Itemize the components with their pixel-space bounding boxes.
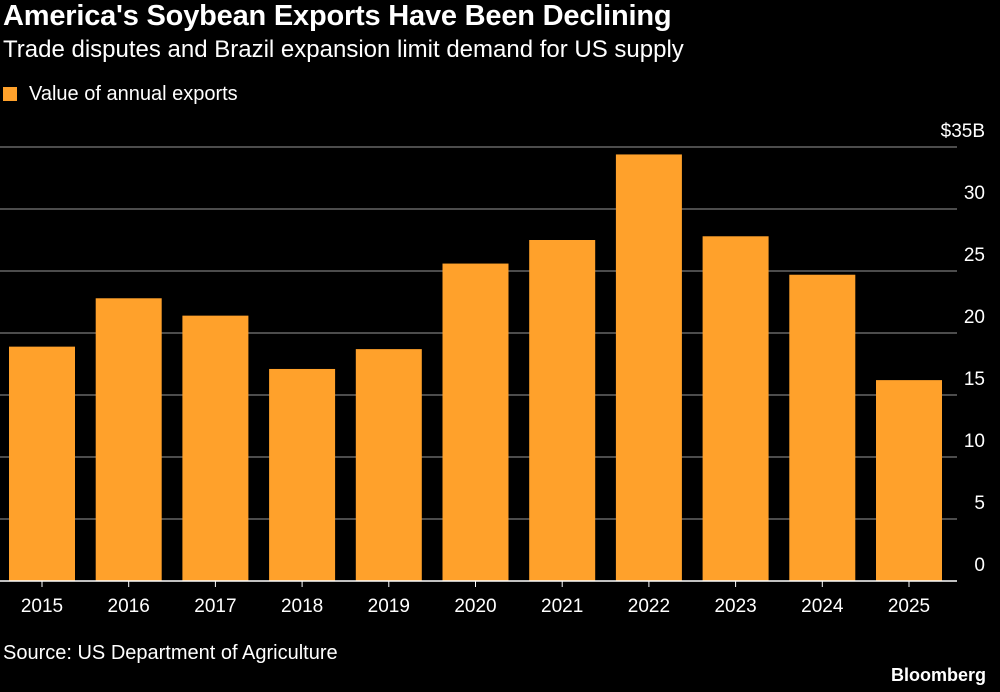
x-tick-label: 2018: [281, 596, 323, 617]
bloomberg-logo: Bloomberg: [890, 665, 986, 685]
y-tick-label: 25: [964, 245, 985, 266]
bar-2015: [9, 346, 75, 581]
y-tick-label: 5: [974, 493, 985, 514]
bar-2021: [529, 240, 596, 581]
bar-2016: [95, 298, 162, 581]
x-tick-label: 2016: [108, 596, 150, 617]
y-tick-label: 30: [964, 183, 985, 204]
bar-2022: [615, 154, 682, 581]
legend-swatch: [3, 87, 17, 101]
y-axis-ticks: 0 5 10 15 20 25 30 $35B: [941, 121, 985, 576]
x-tick-label: 2015: [21, 596, 63, 617]
x-tick-label: 2024: [801, 596, 844, 617]
bar-2019: [355, 349, 422, 581]
x-axis-ticks: 2015 2016 2017 2018 2019 2020 2021 2022 2023 2024…: [21, 581, 930, 617]
bar-2018: [269, 368, 336, 581]
bar-2024: [789, 274, 856, 581]
x-tick-label: 2025: [888, 596, 930, 617]
source-note: Source: US Department of Agriculture: [3, 642, 338, 664]
y-tick-label: 20: [964, 307, 985, 328]
chart-subtitle: Trade disputes and Brazil expansion limi…: [3, 36, 684, 63]
bars: [9, 154, 942, 581]
bar-2025: [876, 380, 942, 581]
x-tick-label: 2023: [714, 596, 756, 617]
y-tick-label: $35B: [941, 121, 985, 142]
x-tick-label: 2019: [368, 596, 410, 617]
y-tick-label: 0: [974, 555, 985, 576]
x-tick-label: 2021: [541, 596, 583, 617]
chart-title: America's Soybean Exports Have Been Decl…: [3, 0, 672, 32]
bar-2017: [182, 315, 249, 581]
y-tick-label: 10: [964, 431, 985, 452]
x-tick-label: 2020: [454, 596, 496, 617]
x-tick-label: 2017: [194, 596, 236, 617]
bar-2023: [702, 236, 769, 581]
y-tick-label: 15: [964, 369, 985, 390]
x-tick-label: 2022: [628, 596, 670, 617]
legend: Value of annual exports: [3, 83, 238, 105]
bar-2020: [442, 263, 509, 581]
legend-label: Value of annual exports: [29, 82, 238, 105]
